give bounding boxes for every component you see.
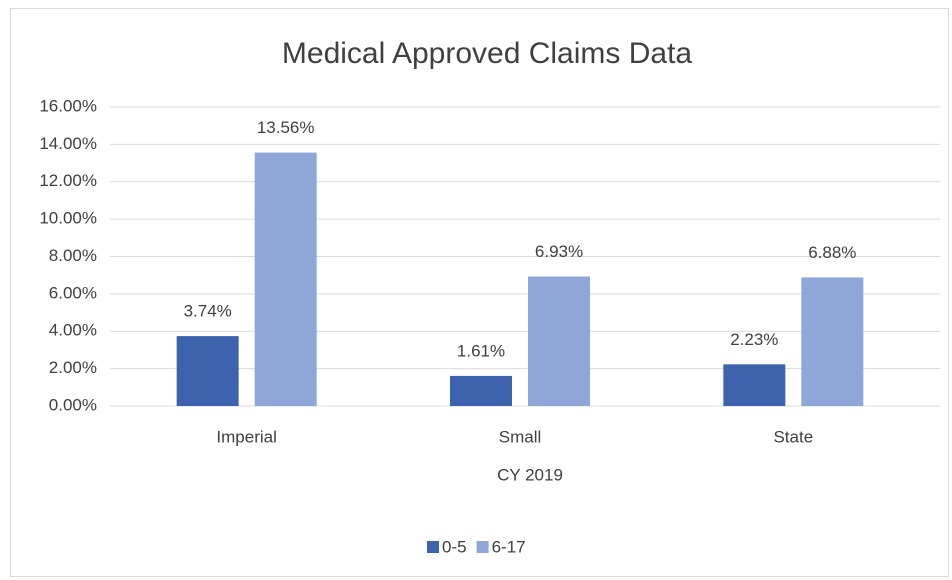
legend-label: 0-5	[442, 537, 467, 556]
data-label: 2.23%	[730, 330, 778, 349]
bar	[450, 375, 512, 406]
x-tick-label: Imperial	[216, 427, 276, 446]
data-label: 1.61%	[457, 341, 505, 360]
data-label: 6.93%	[535, 242, 583, 261]
bar	[176, 336, 239, 406]
y-tick-label: 12.00%	[39, 171, 97, 190]
x-axis-label: CY 2019	[497, 465, 563, 484]
bar	[723, 364, 786, 406]
legend-swatch	[427, 541, 439, 553]
y-tick-label: 16.00%	[39, 96, 97, 115]
chart-title: Medical Approved Claims Data	[282, 37, 693, 70]
y-tick-label: 10.00%	[39, 209, 97, 228]
y-tick-label: 0.00%	[49, 395, 97, 414]
y-tick-label: 8.00%	[49, 246, 97, 265]
data-label: 6.88%	[808, 243, 856, 262]
bar	[801, 277, 864, 406]
bar	[528, 276, 590, 406]
y-tick-label: 4.00%	[49, 321, 97, 340]
x-tick-label: State	[773, 427, 813, 446]
y-tick-label: 6.00%	[49, 283, 97, 302]
data-label: 13.56%	[257, 118, 315, 137]
y-tick-label: 2.00%	[49, 358, 97, 377]
y-tick-label: 14.00%	[39, 134, 97, 153]
chart-frame	[10, 8, 949, 577]
legend-label: 6-17	[492, 537, 526, 556]
legend-swatch	[476, 541, 489, 553]
data-label: 3.74%	[184, 302, 232, 321]
bar	[254, 152, 317, 406]
x-tick-label: Small	[499, 427, 542, 446]
